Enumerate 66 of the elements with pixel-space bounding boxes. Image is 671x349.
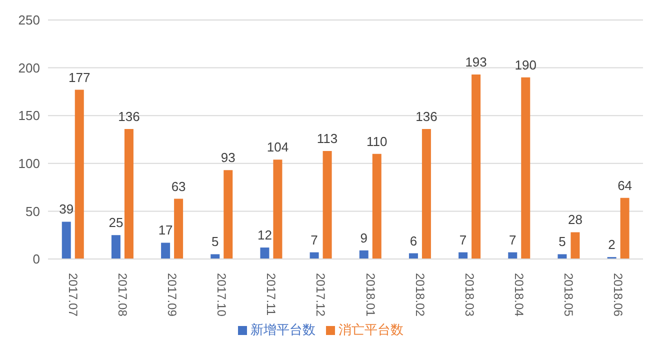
data-label: 110 xyxy=(366,134,388,149)
bar xyxy=(508,252,518,259)
x-tick-label: 2018.03 xyxy=(462,273,476,317)
x-tick-label: 2018.04 xyxy=(512,273,526,317)
bar xyxy=(322,150,332,259)
bar xyxy=(458,252,468,259)
bar xyxy=(521,77,530,259)
data-label: 9 xyxy=(360,230,368,246)
x-tick-label: 2017.09 xyxy=(164,273,179,317)
bar xyxy=(372,154,382,259)
data-label: 136 xyxy=(118,108,140,124)
data-label: 6 xyxy=(410,233,418,248)
bar xyxy=(620,198,630,259)
bar xyxy=(422,128,431,259)
data-label: 113 xyxy=(316,130,338,146)
data-label: 2 xyxy=(608,237,616,252)
x-tick-label: 2017.10 xyxy=(214,273,229,317)
data-label: 12 xyxy=(257,228,272,243)
bar xyxy=(310,252,319,259)
bar xyxy=(472,74,481,259)
y-tick-label: 150 xyxy=(18,108,40,124)
x-tick-label: 2018.02 xyxy=(412,273,427,317)
x-tick-label: 2017.12 xyxy=(314,273,328,317)
legend-label: 消亡平台数 xyxy=(338,322,404,337)
y-tick-label: 250 xyxy=(18,12,40,28)
bar xyxy=(273,160,282,259)
data-label: 7 xyxy=(310,232,318,248)
data-label: 63 xyxy=(171,178,186,194)
bar xyxy=(174,198,184,259)
bar xyxy=(74,90,84,259)
data-label: 7 xyxy=(509,232,516,248)
bar xyxy=(558,254,567,259)
data-label: 5 xyxy=(212,234,219,250)
x-tick-label: 2017.08 xyxy=(115,273,130,317)
data-label: 25 xyxy=(108,215,124,230)
data-label: 28 xyxy=(568,212,582,228)
bar xyxy=(124,128,134,259)
bar xyxy=(111,235,120,259)
data-label: 39 xyxy=(59,202,74,217)
x-tick-label: 2018.01 xyxy=(363,273,378,317)
bar xyxy=(570,232,580,259)
y-tick-label: 100 xyxy=(18,156,40,172)
bar xyxy=(161,242,170,259)
data-label: 136 xyxy=(416,108,438,124)
data-label: 93 xyxy=(220,150,236,166)
data-label: 17 xyxy=(158,222,173,238)
x-tick-label: 2017.11 xyxy=(264,273,278,316)
data-label: 104 xyxy=(266,140,289,155)
x-tick-label: 2017.07 xyxy=(66,273,80,317)
data-label: 193 xyxy=(465,54,487,70)
bar xyxy=(260,248,270,259)
y-tick-label: 50 xyxy=(26,204,40,219)
y-tick-label: 200 xyxy=(18,60,40,76)
data-label: 177 xyxy=(68,70,90,85)
y-tick-label: 0 xyxy=(32,252,40,267)
bar xyxy=(359,250,368,259)
bar xyxy=(210,254,220,259)
x-tick-label: 2018.06 xyxy=(611,273,626,317)
data-label: 64 xyxy=(618,178,632,193)
x-tick-label: 2018.05 xyxy=(562,273,576,317)
data-label: 190 xyxy=(514,57,536,72)
bar xyxy=(62,222,71,259)
legend-label: 新增平台数 xyxy=(250,322,316,337)
data-label: 5 xyxy=(558,234,566,250)
bar xyxy=(224,170,233,259)
data-label: 7 xyxy=(459,232,467,248)
